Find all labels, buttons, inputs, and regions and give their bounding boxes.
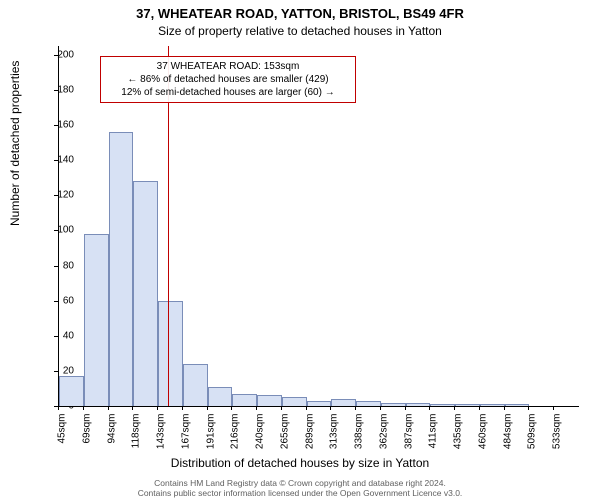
histogram-bar (208, 387, 233, 406)
y-axis-label: Number of detached properties (8, 61, 22, 226)
footer-attribution: Contains HM Land Registry data © Crown c… (0, 478, 600, 498)
histogram-bar (84, 234, 109, 406)
x-tick-mark (256, 406, 257, 410)
histogram-bar (331, 399, 356, 406)
histogram-bar (183, 364, 208, 406)
x-tick-mark (528, 406, 529, 410)
x-tick-mark (132, 406, 133, 410)
x-tick-mark (182, 406, 183, 410)
histogram-bar (282, 397, 307, 406)
histogram-bar (406, 403, 431, 407)
x-tick-mark (479, 406, 480, 410)
annotation-line-2: ← 86% of detached houses are smaller (42… (107, 73, 349, 86)
histogram-bar (356, 401, 381, 406)
histogram-bar (59, 376, 84, 406)
x-tick-mark (83, 406, 84, 410)
x-tick-mark (553, 406, 554, 410)
histogram-bar (455, 404, 480, 406)
histogram-bar (133, 181, 158, 406)
histogram-bar (505, 404, 530, 406)
x-tick-mark (380, 406, 381, 410)
histogram-bar (232, 394, 257, 406)
histogram-bar (109, 132, 134, 406)
annotation-line-3: 12% of semi-detached houses are larger (… (107, 86, 349, 99)
histogram-bar (381, 403, 406, 407)
footer-line-2: Contains public sector information licen… (0, 488, 600, 498)
x-tick-mark (281, 406, 282, 410)
chart-title-sub: Size of property relative to detached ho… (0, 24, 600, 38)
x-tick-mark (429, 406, 430, 410)
x-tick-mark (157, 406, 158, 410)
footer-line-1: Contains HM Land Registry data © Crown c… (0, 478, 600, 488)
annotation-box: 37 WHEATEAR ROAD: 153sqm ← 86% of detach… (100, 56, 356, 103)
x-tick-mark (330, 406, 331, 410)
x-axis-label: Distribution of detached houses by size … (0, 456, 600, 470)
annotation-line-1: 37 WHEATEAR ROAD: 153sqm (107, 60, 349, 73)
histogram-chart: 37, WHEATEAR ROAD, YATTON, BRISTOL, BS49… (0, 0, 600, 500)
x-tick-mark (306, 406, 307, 410)
x-tick-mark (454, 406, 455, 410)
histogram-bar (430, 404, 455, 406)
histogram-bar (480, 404, 505, 406)
chart-title-main: 37, WHEATEAR ROAD, YATTON, BRISTOL, BS49… (0, 6, 600, 21)
x-tick-mark (58, 406, 59, 410)
x-tick-mark (355, 406, 356, 410)
x-tick-mark (108, 406, 109, 410)
x-tick-mark (504, 406, 505, 410)
histogram-bar (257, 395, 282, 406)
x-tick-mark (207, 406, 208, 410)
histogram-bar (307, 401, 332, 406)
x-tick-mark (231, 406, 232, 410)
x-tick-mark (405, 406, 406, 410)
histogram-bar (158, 301, 183, 406)
